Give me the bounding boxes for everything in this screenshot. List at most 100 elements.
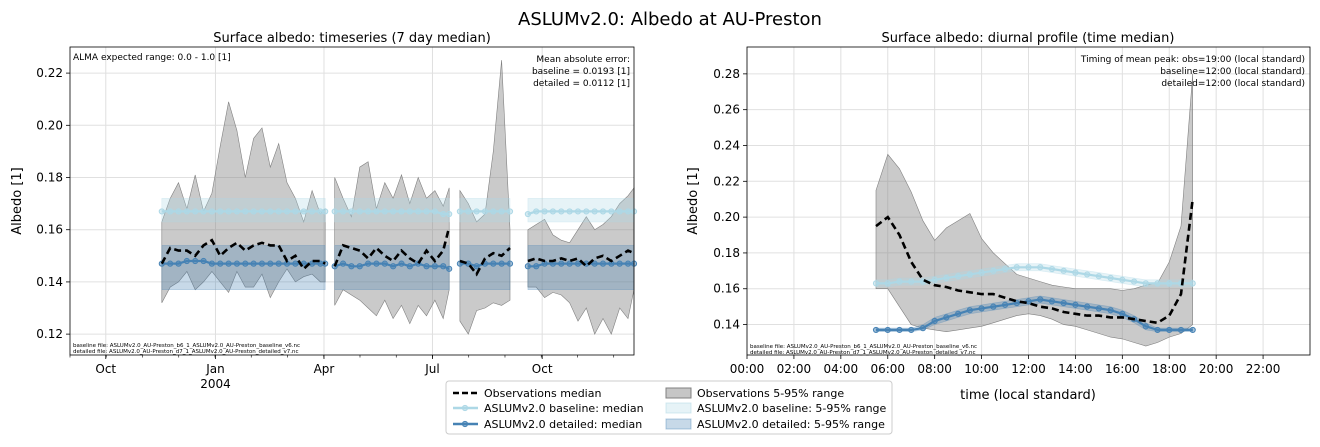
timeseries-detailed-point bbox=[267, 260, 274, 267]
timeseries-baseline-point bbox=[381, 208, 388, 215]
timeseries-detailed-point bbox=[591, 260, 598, 267]
timeseries-baseline-point bbox=[331, 208, 338, 215]
diurnal-xtick-label: 08:00 bbox=[917, 362, 952, 376]
timeseries-baseline-point bbox=[208, 208, 215, 215]
timeseries-baseline-point bbox=[283, 208, 291, 215]
diurnal-xtick-label: 14:00 bbox=[1058, 362, 1093, 376]
timeseries-detailed-range-band-3 bbox=[527, 245, 635, 290]
diurnal-detailed-point bbox=[955, 310, 962, 317]
diurnal-baseline-point bbox=[1142, 280, 1149, 287]
timeseries-baseline-point bbox=[217, 208, 224, 215]
diurnal-detailed-point bbox=[1001, 301, 1009, 308]
timeseries-baseline-point bbox=[440, 210, 447, 218]
timeseries-detailed-point bbox=[390, 263, 397, 270]
timeseries-detailed-point bbox=[258, 260, 266, 267]
diurnal-detailed-point bbox=[1119, 310, 1126, 317]
diurnal-ytick-label: 0.16 bbox=[713, 282, 740, 296]
timeseries-baseline-point bbox=[498, 208, 505, 215]
figure-suptitle: ASLUMv2.0: Albedo at AU-Preston bbox=[518, 9, 822, 30]
diurnal-baseline-point bbox=[1119, 276, 1126, 283]
legend-detailed-median-swatch bbox=[453, 420, 478, 428]
timeseries-detailed-point bbox=[242, 260, 249, 267]
timeseries-detailed-point bbox=[524, 263, 531, 270]
diurnal-ytick-label: 0.18 bbox=[713, 246, 740, 260]
diurnal-baseline-point bbox=[955, 273, 962, 280]
timeseries-baseline-point bbox=[465, 208, 472, 215]
diurnal-baseline-point bbox=[908, 278, 915, 285]
timeseries-baseline-point bbox=[423, 208, 430, 215]
diurnal-baseline-point bbox=[896, 278, 903, 285]
timeseries-obs-median-line-2 bbox=[459, 247, 511, 277]
timeseries-baseline-point bbox=[456, 208, 464, 215]
timeseries-detailed-point bbox=[490, 260, 497, 267]
timeseries-baseline-point bbox=[549, 208, 557, 215]
diurnal-detailed-point bbox=[1037, 296, 1044, 303]
timeseries-baseline-point bbox=[242, 208, 249, 215]
diurnal-detailed-point bbox=[1177, 326, 1185, 334]
diurnal-detailed-point bbox=[990, 303, 997, 310]
legend-label-obs-range: Observations 5-95% range bbox=[697, 387, 844, 400]
timeseries-baseline-point bbox=[490, 208, 497, 215]
timeseries-ytick-label: 0.12 bbox=[36, 327, 63, 341]
timeseries-baseline-point bbox=[292, 208, 299, 215]
timeseries-baseline-point bbox=[574, 208, 582, 215]
timeseries-obs-range-band-0 bbox=[161, 101, 326, 303]
legend-detailed-range-swatch bbox=[665, 418, 692, 430]
diurnal-xtick-label: 20:00 bbox=[1199, 362, 1234, 376]
diurnal-detailed-point bbox=[931, 317, 938, 325]
diurnal-ytick-label: 0.20 bbox=[713, 210, 740, 224]
timeseries-baseline-point bbox=[431, 208, 438, 215]
timeseries-baseline-point bbox=[624, 208, 632, 215]
diurnal-xtick-label: 16:00 bbox=[1105, 362, 1140, 376]
timeseries-baseline-point bbox=[398, 208, 405, 215]
diurnal-xlabel: time (local standard) bbox=[960, 388, 1096, 403]
timeseries-ytick-label: 0.16 bbox=[36, 223, 63, 237]
diurnal-baseline-point bbox=[1189, 280, 1196, 287]
diurnal-baseline-point bbox=[1037, 264, 1044, 271]
diurnal-xtick-label: 04:00 bbox=[824, 362, 859, 376]
diurnal-xtick-label: 06:00 bbox=[870, 362, 905, 376]
diurnal-ytick-label: 0.14 bbox=[713, 318, 740, 332]
timeseries-file-baseline: baseline file: ASLUMv2.0_AU-Preston_b6_1… bbox=[73, 343, 300, 349]
timeseries-file-detailed: detailed file: ASLUMv2.0_AU-Preston_d7_1… bbox=[73, 349, 299, 355]
diurnal-annotation-peak-detailed: detailed=12:00 (local standard) bbox=[1161, 79, 1305, 89]
legend: Observations median ASLUMv2.0 baseline: … bbox=[445, 380, 893, 435]
timeseries-obs-range-band-2 bbox=[459, 60, 511, 335]
timeseries-baseline-point bbox=[322, 208, 329, 215]
timeseries-baseline-point bbox=[481, 208, 489, 215]
timeseries-baseline-point bbox=[300, 208, 307, 215]
timeseries-detailed-point bbox=[167, 260, 174, 267]
timeseries-detailed-range-band-2 bbox=[459, 245, 511, 290]
timeseries-detailed-point bbox=[292, 260, 299, 267]
timeseries-detailed-point bbox=[473, 263, 480, 270]
timeseries-baseline-point bbox=[339, 208, 347, 215]
timeseries-baseline-point bbox=[275, 208, 282, 215]
timeseries-detailed-point bbox=[364, 260, 372, 267]
timeseries-detailed-point bbox=[348, 263, 355, 270]
diurnal-detailed-median-line-0 bbox=[876, 298, 1193, 331]
diurnal-baseline-point bbox=[1025, 264, 1032, 271]
timeseries-baseline-point bbox=[566, 208, 573, 215]
timeseries-detailed-range-band-0 bbox=[161, 245, 326, 290]
diurnal-ytick-label: 0.24 bbox=[713, 138, 740, 152]
timeseries-baseline-point bbox=[308, 208, 316, 215]
timeseries-ylabel: Albedo [1] bbox=[10, 167, 25, 235]
timeseries-baseline-point bbox=[192, 208, 199, 215]
timeseries-baseline-point bbox=[446, 210, 453, 218]
diurnal-baseline-point bbox=[990, 267, 997, 274]
timeseries-chart: Surface albedo: timeseries (7 day median… bbox=[10, 31, 638, 391]
diurnal-baseline-point bbox=[1107, 274, 1114, 282]
timeseries-detailed-point bbox=[381, 260, 388, 267]
timeseries-baseline-point bbox=[167, 208, 174, 215]
diurnal-baseline-point bbox=[1095, 273, 1102, 280]
timeseries-detailed-point bbox=[506, 260, 514, 267]
timeseries-ytick-label: 0.14 bbox=[36, 275, 63, 289]
timeseries-baseline-point bbox=[356, 208, 363, 215]
timeseries-baseline-point bbox=[390, 208, 397, 215]
timeseries-baseline-point bbox=[558, 208, 565, 215]
diurnal-file-detailed: detailed file: ASLUMv2.0_AU-Preston_d7_1… bbox=[750, 350, 976, 356]
timeseries-detailed-point bbox=[175, 260, 182, 267]
diurnal-bands bbox=[875, 73, 1193, 347]
timeseries-baseline-point bbox=[506, 208, 514, 215]
diurnal-baseline-point bbox=[1013, 264, 1020, 271]
